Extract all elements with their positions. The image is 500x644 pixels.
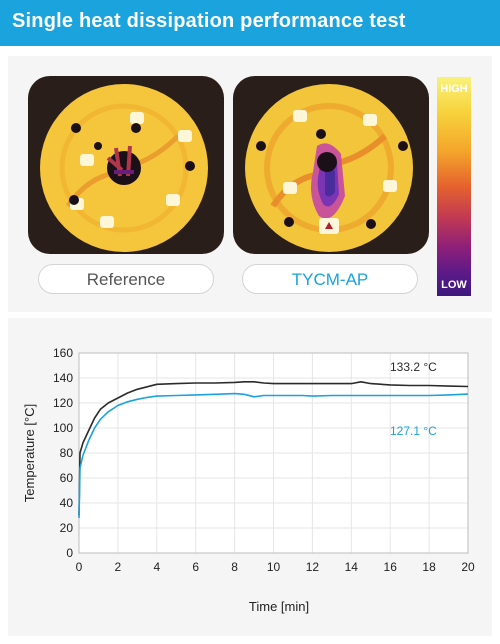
y-tick-label: 120 (53, 396, 73, 410)
reference-thermal-image (28, 76, 224, 254)
header-bar: Single heat dissipation performance test (0, 0, 500, 46)
x-tick-label: 2 (115, 560, 122, 574)
y-tick-label: 100 (53, 421, 73, 435)
temperature-color-scale (437, 77, 471, 296)
y-tick-label: 160 (53, 346, 73, 360)
x-axis-title: Time [min] (249, 599, 309, 614)
y-tick-label: 20 (60, 521, 74, 535)
tycm-thermal-image (233, 76, 429, 254)
y-tick-label: 0 (66, 546, 73, 560)
temperature-line-chart: 0 2 4 6 8 10 12 14 16 18 20 0 20 40 60 80 100 120 140 160 1… (22, 346, 475, 614)
plot-frame (78, 352, 469, 554)
x-tick-label: 18 (422, 560, 436, 574)
scale-high-label: HIGH (440, 83, 468, 95)
x-tick-label: 4 (153, 560, 160, 574)
x-tick-label: 12 (306, 560, 320, 574)
page-title: Single heat dissipation performance test (12, 10, 406, 32)
y-tick-label: 40 (60, 496, 74, 510)
series-line-0 (78, 380, 469, 516)
tycm-ap-label: TYCM-AP (242, 264, 418, 294)
reference-label: Reference (38, 264, 214, 294)
series-end-label-0: 133.2 °C (390, 360, 437, 374)
x-tick-label: 10 (267, 560, 281, 574)
x-tick-label: 14 (345, 560, 359, 574)
x-tick-label: 0 (76, 560, 83, 574)
x-tick-label: 20 (461, 560, 475, 574)
y-axis-title: Temperature [°C] (22, 404, 37, 502)
y-tick-label: 140 (53, 371, 73, 385)
y-tick-label: 80 (60, 446, 74, 460)
x-tick-label: 8 (231, 560, 238, 574)
scale-low-label: LOW (441, 279, 467, 291)
series-end-label-1: 127.1 °C (390, 424, 437, 438)
series-line-1 (78, 392, 469, 519)
x-tick-label: 16 (384, 560, 398, 574)
y-tick-label: 60 (60, 471, 74, 485)
x-tick-label: 6 (192, 560, 199, 574)
